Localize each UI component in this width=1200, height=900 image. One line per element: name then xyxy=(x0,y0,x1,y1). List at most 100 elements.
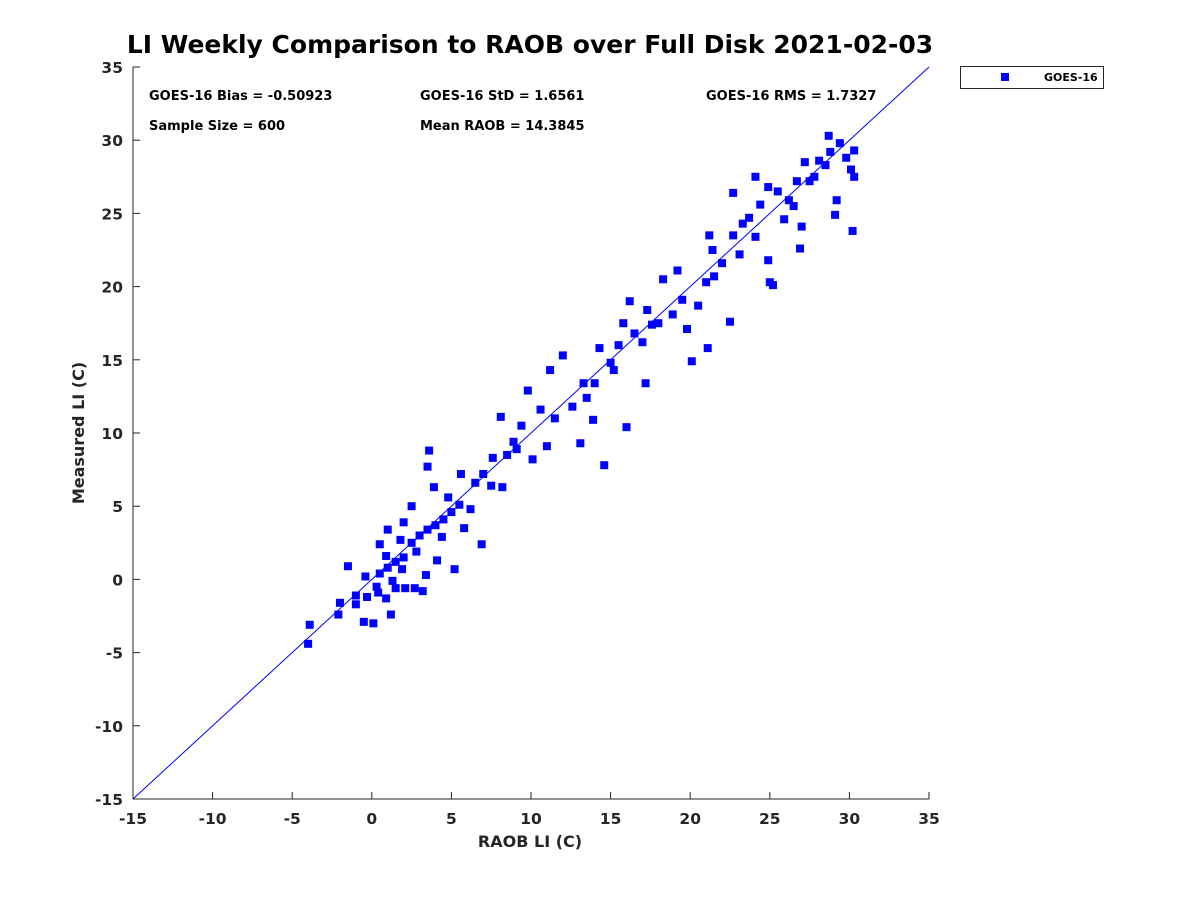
x-tick-label: -10 xyxy=(199,810,227,828)
x-axis: -15 -10 -5 0 5 10 15 20 25 30 35 xyxy=(119,792,940,828)
data-point xyxy=(824,131,833,140)
data-point xyxy=(401,584,410,593)
data-point xyxy=(558,351,567,360)
y-tick-label: 5 xyxy=(112,498,123,516)
data-point xyxy=(708,246,717,254)
data-point xyxy=(710,272,719,281)
data-point xyxy=(568,402,577,411)
data-point xyxy=(614,341,623,350)
data-point xyxy=(643,306,652,315)
data-point xyxy=(780,215,789,224)
data-point xyxy=(418,587,427,596)
data-point xyxy=(683,325,692,334)
data-point xyxy=(496,412,505,421)
data-point xyxy=(705,231,714,240)
data-point xyxy=(455,500,464,509)
data-point xyxy=(796,244,805,253)
data-point xyxy=(471,478,480,487)
stat-mean-raob: Mean RAOB = 14.3845 xyxy=(420,119,585,134)
data-point xyxy=(542,442,551,451)
data-point xyxy=(396,535,405,544)
data-point xyxy=(848,226,857,235)
data-point xyxy=(789,202,798,211)
data-point xyxy=(606,358,615,367)
stat-bias: GOES-16 Bias = -0.50923 xyxy=(149,89,332,104)
x-tick-label: 15 xyxy=(600,810,622,828)
data-point xyxy=(517,421,526,430)
y-tick-label: -5 xyxy=(106,645,123,663)
legend-label: GOES-16 xyxy=(1044,71,1098,84)
one-to-one-line xyxy=(132,66,930,800)
data-point xyxy=(498,483,507,492)
data-point xyxy=(842,153,851,162)
data-point xyxy=(423,462,432,471)
y-tick-label: -10 xyxy=(95,718,123,736)
data-point xyxy=(429,483,438,492)
x-tick-label: -15 xyxy=(119,810,147,828)
data-point xyxy=(729,188,738,197)
data-point xyxy=(363,592,372,601)
data-point xyxy=(641,379,650,388)
y-tick-label: 25 xyxy=(101,205,123,223)
data-point xyxy=(399,553,408,562)
data-point xyxy=(659,275,668,284)
data-point xyxy=(382,594,391,603)
data-point xyxy=(590,379,599,388)
data-point xyxy=(528,455,537,464)
data-point xyxy=(487,481,496,490)
x-tick-label: 0 xyxy=(366,810,377,828)
data-point xyxy=(391,584,400,593)
data-point xyxy=(374,588,383,597)
data-point xyxy=(466,505,475,514)
data-point xyxy=(399,518,408,527)
y-tick-label: 20 xyxy=(101,279,123,297)
x-tick-label: 10 xyxy=(520,810,542,828)
data-point xyxy=(805,177,814,186)
y-tick-label: 30 xyxy=(101,132,123,150)
x-tick-label: -5 xyxy=(284,810,301,828)
data-point xyxy=(456,469,465,478)
x-tick-label: 25 xyxy=(759,810,781,828)
data-point xyxy=(433,556,442,565)
y-tick-label: 10 xyxy=(101,425,123,443)
data-point xyxy=(638,338,647,347)
data-point xyxy=(386,610,395,619)
data-point xyxy=(579,379,588,388)
data-point xyxy=(745,213,754,222)
data-point xyxy=(622,423,631,432)
data-point xyxy=(550,414,559,423)
data-point xyxy=(576,439,585,448)
data-point xyxy=(351,600,360,609)
data-point xyxy=(764,183,773,192)
data-point xyxy=(589,415,598,424)
stat-sample-size: Sample Size = 600 xyxy=(149,119,285,134)
data-point xyxy=(668,310,677,319)
data-point xyxy=(431,521,440,530)
data-point xyxy=(810,172,819,181)
data-point xyxy=(388,576,397,585)
data-point xyxy=(800,158,809,167)
data-point xyxy=(673,266,682,275)
y-tick-label: 0 xyxy=(112,571,123,589)
data-point xyxy=(582,393,591,402)
data-point xyxy=(523,386,532,395)
data-point xyxy=(835,139,844,148)
data-point xyxy=(832,196,841,205)
data-point xyxy=(694,301,703,310)
x-tick-label: 30 xyxy=(839,810,861,828)
data-point xyxy=(383,563,392,572)
data-point xyxy=(726,317,734,326)
reference-line-group xyxy=(132,66,930,800)
data-point xyxy=(334,610,343,619)
y-tick-label: 35 xyxy=(101,59,123,77)
data-point xyxy=(718,259,727,268)
data-point xyxy=(792,177,801,186)
data-point xyxy=(375,540,384,549)
data-point xyxy=(630,329,639,338)
data-point xyxy=(678,295,687,304)
data-point xyxy=(421,571,430,580)
data-point xyxy=(815,156,824,165)
legend: GOES-16 xyxy=(960,66,1104,89)
data-point xyxy=(343,562,352,571)
